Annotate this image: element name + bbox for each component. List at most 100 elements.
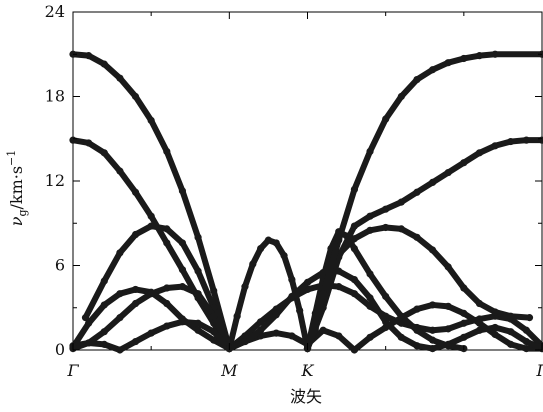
data-point	[147, 222, 155, 230]
data-point	[428, 66, 437, 74]
y-axis-exponent: −1	[5, 150, 18, 166]
x-axis-title: 波矢	[290, 387, 322, 406]
data-point	[428, 246, 437, 254]
data-point	[178, 283, 187, 291]
data-point	[257, 245, 265, 253]
data-point	[444, 325, 452, 333]
data-point	[100, 328, 108, 336]
data-point	[350, 275, 358, 284]
data-point	[413, 305, 421, 313]
data-point	[163, 284, 171, 292]
data-point	[272, 239, 280, 247]
data-point	[366, 333, 374, 341]
data-point	[475, 319, 484, 327]
y-tick-label: 6	[55, 256, 65, 275]
data-point	[444, 168, 452, 177]
data-point	[397, 312, 405, 320]
data-point	[460, 333, 468, 341]
data-point	[382, 292, 390, 301]
data-point	[460, 54, 468, 63]
series-10	[225, 267, 543, 353]
series-line	[304, 137, 543, 352]
data-point	[350, 185, 358, 194]
data-point	[100, 277, 108, 285]
data-point	[116, 346, 124, 354]
data-point	[131, 92, 140, 101]
series-13	[303, 136, 543, 353]
data-point	[257, 318, 265, 326]
y-axis-symbol: ν	[7, 216, 26, 226]
data-point	[444, 263, 452, 271]
data-point	[116, 74, 124, 82]
data-point	[178, 239, 187, 247]
data-point	[397, 198, 405, 206]
data-point	[491, 50, 499, 58]
data-point	[350, 235, 358, 243]
y-tick-label: 12	[45, 171, 65, 190]
data-point	[210, 287, 218, 295]
data-point	[280, 252, 288, 260]
data-point	[131, 337, 140, 346]
data-point	[85, 139, 93, 147]
data-point	[264, 236, 273, 244]
data-point	[116, 167, 124, 175]
x-tick-label: K	[301, 361, 315, 380]
series-line	[82, 223, 233, 352]
y-tick-label: 18	[45, 87, 65, 106]
data-point	[241, 283, 249, 291]
data-point	[296, 306, 304, 315]
data-point	[475, 299, 484, 308]
data-point	[507, 312, 515, 320]
data-point	[428, 326, 437, 334]
data-point	[100, 149, 108, 157]
data-point	[163, 322, 171, 330]
data-point	[210, 336, 218, 344]
data-point	[147, 212, 155, 220]
data-point	[194, 326, 202, 334]
data-point	[131, 299, 140, 308]
data-point	[288, 332, 296, 340]
data-point	[491, 330, 499, 339]
data-point	[319, 326, 327, 334]
data-point	[131, 188, 140, 196]
data-point	[147, 290, 155, 298]
data-point	[335, 332, 343, 340]
data-point	[288, 292, 296, 301]
data-point	[460, 309, 468, 317]
data-point	[131, 285, 140, 294]
data-point	[272, 329, 280, 337]
data-point	[81, 314, 90, 322]
data-point	[350, 346, 358, 354]
data-point	[116, 249, 124, 257]
data-point	[382, 205, 390, 213]
data-point	[491, 308, 499, 316]
data-point	[366, 294, 374, 302]
data-point	[491, 142, 499, 150]
data-point	[366, 226, 374, 234]
data-point	[413, 76, 421, 84]
data-point	[491, 323, 499, 332]
data-point	[178, 318, 187, 326]
series-6	[69, 318, 233, 354]
data-point	[522, 326, 530, 334]
data-point	[303, 278, 312, 286]
data-point	[163, 225, 171, 233]
series-1	[69, 50, 233, 353]
data-point	[194, 267, 202, 275]
data-point	[147, 116, 155, 125]
data-point	[100, 340, 108, 348]
series-7	[225, 236, 312, 353]
data-point	[507, 328, 515, 336]
data-point	[85, 52, 93, 60]
data-point	[382, 223, 390, 232]
data-point	[194, 290, 202, 298]
data-point	[366, 147, 374, 156]
data-point	[366, 270, 374, 278]
data-point	[413, 188, 421, 196]
data-point	[116, 314, 124, 322]
data-point	[460, 284, 468, 292]
data-point	[178, 266, 187, 274]
data-point	[428, 301, 437, 309]
data-point	[507, 340, 515, 348]
data-point	[428, 178, 437, 187]
